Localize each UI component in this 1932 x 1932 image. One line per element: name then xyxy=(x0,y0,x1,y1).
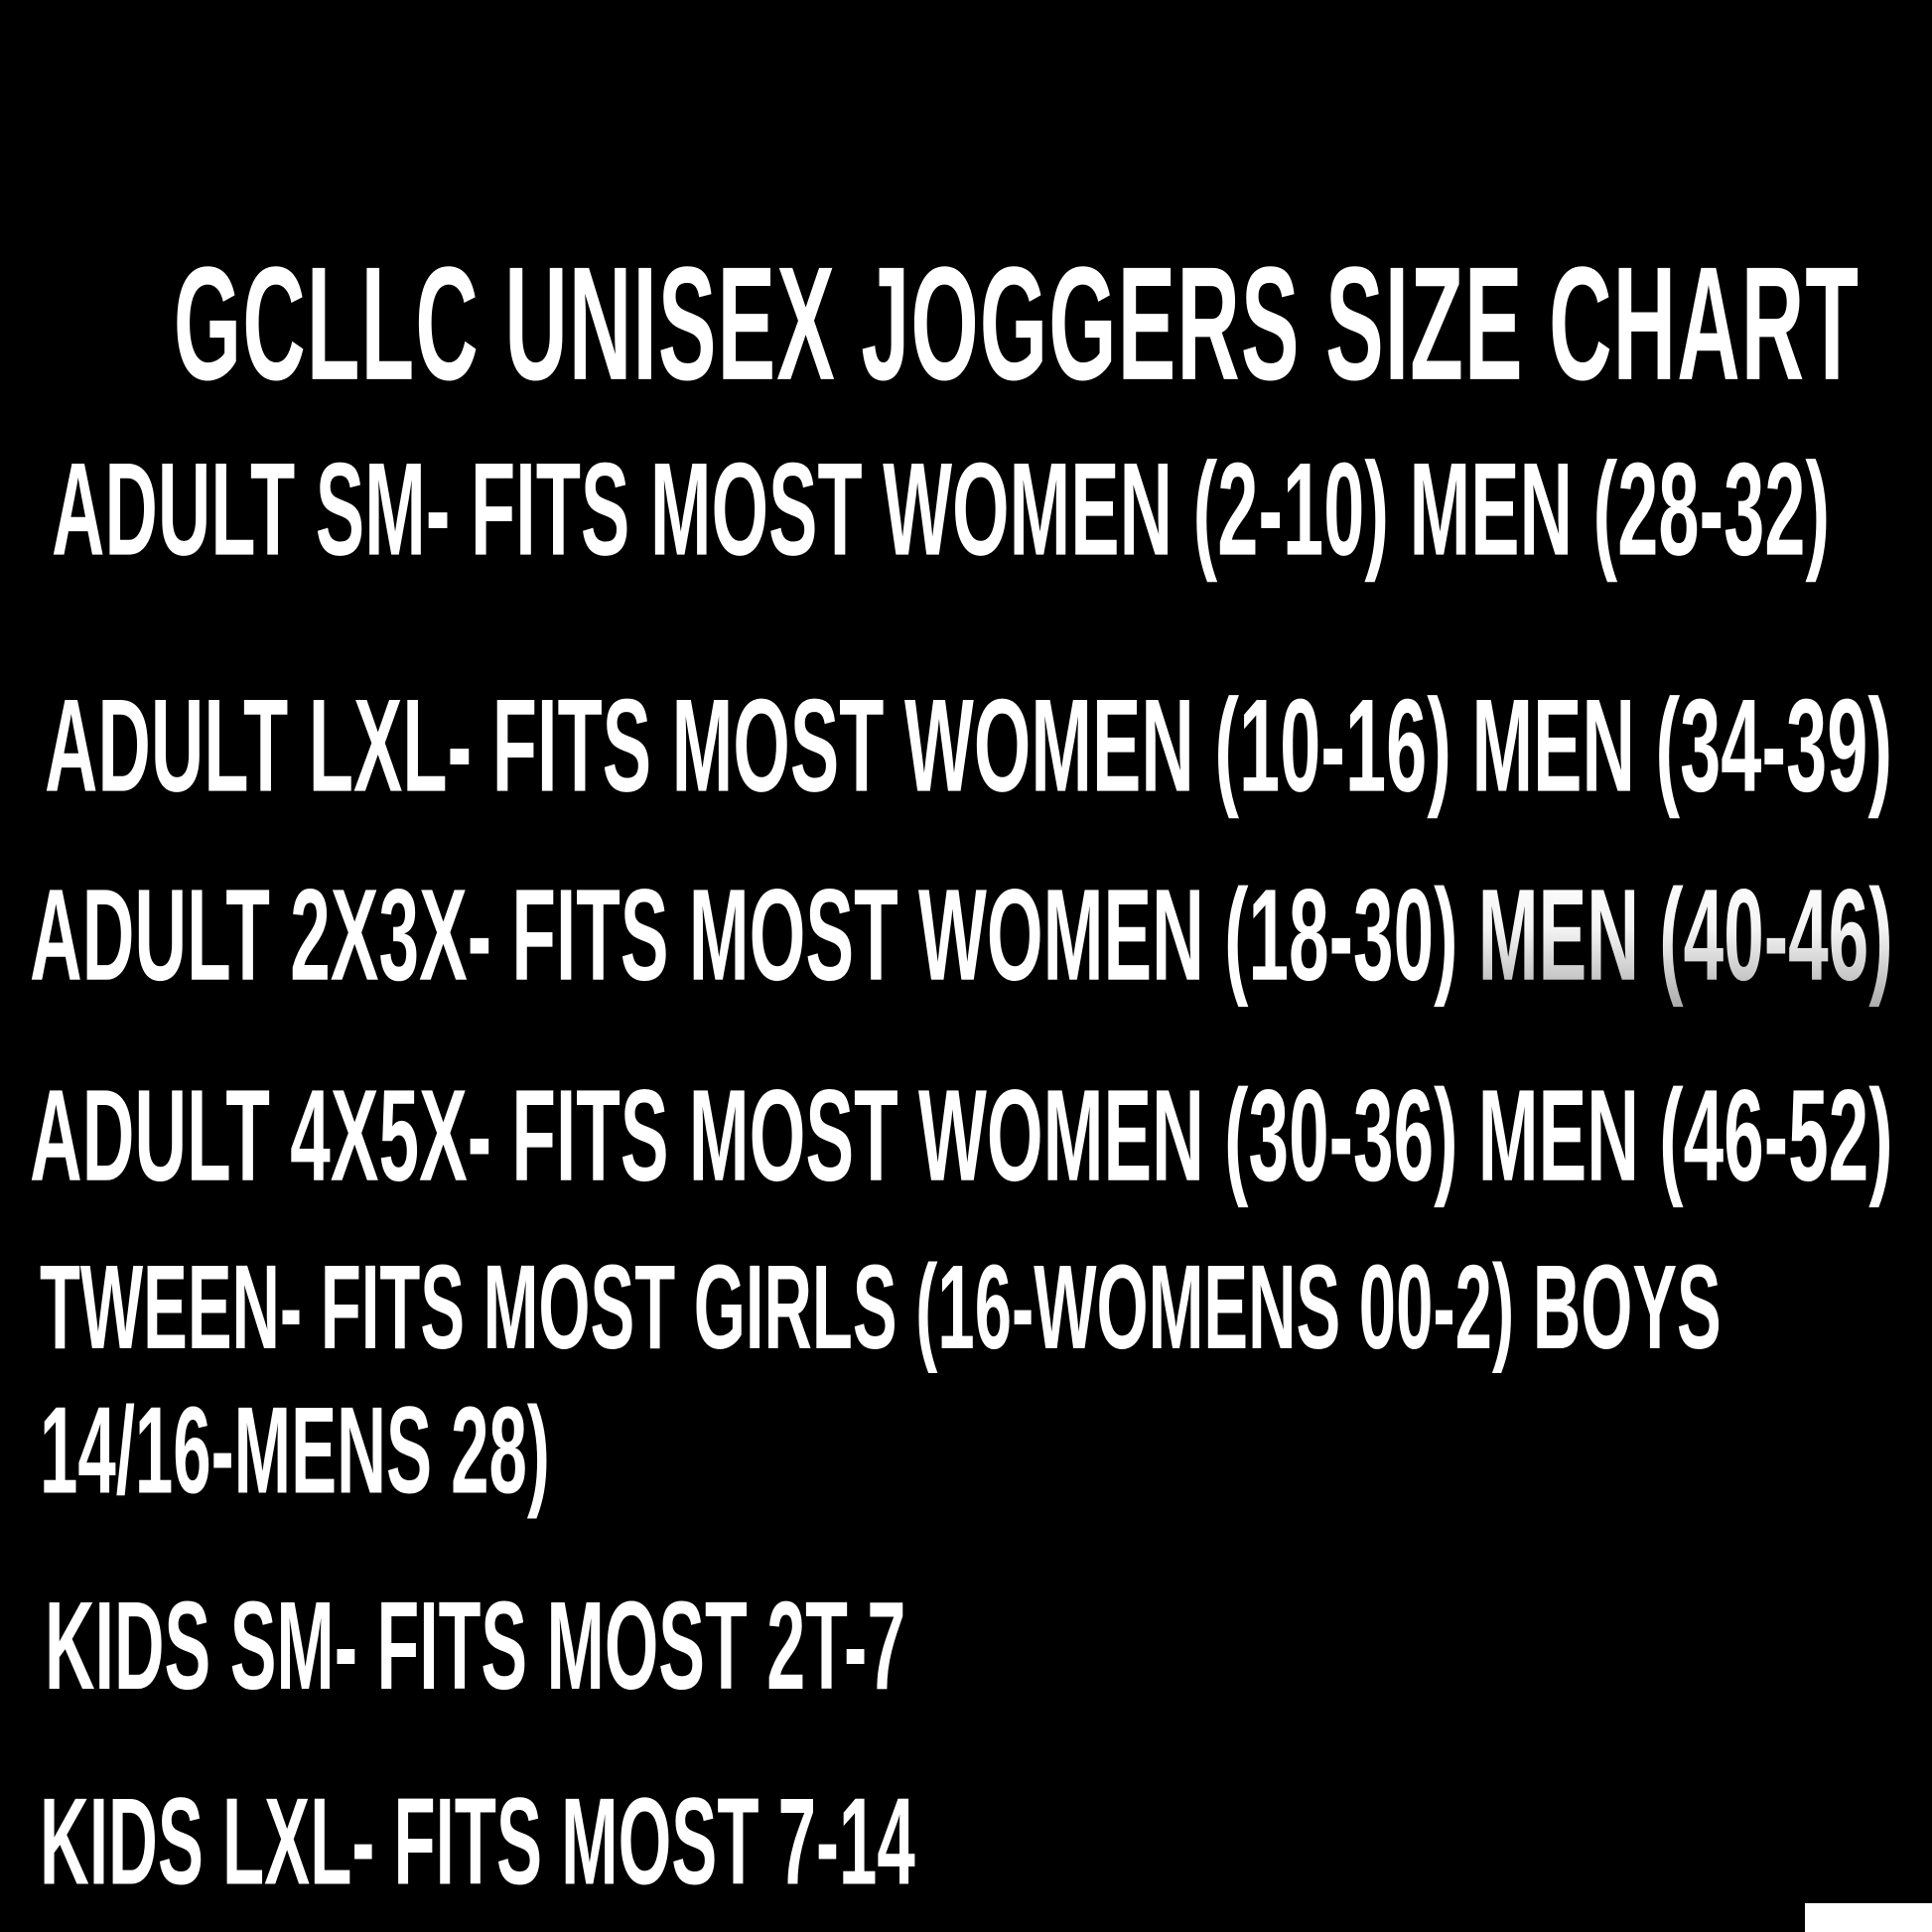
size-row-adult-sm: ADULT SM- FITS MOST WOMEN (2-10) MEN (28… xyxy=(52,435,1831,584)
size-row-adult-2x3x-main: ADULT 2X3X- FITS MOST WOMEN (18-30) xyxy=(30,863,1458,1009)
size-row-adult-2x3x: ADULT 2X3X- FITS MOST WOMEN (18-30) MEN … xyxy=(30,871,1893,1001)
page-title-text: GCLLC UNISEX JOGGERS SIZE CHART xyxy=(173,231,1861,415)
size-row-tween-line2: 14/16-MENS 28) xyxy=(40,1381,550,1520)
size-row-tween-line1: TWEEN- FITS MOST GIRLS (16-WOMENS 00-2) … xyxy=(40,1240,1722,1375)
size-row-adult-lxl: ADULT LXL- FITS MOST WOMEN (10-16) MEN (… xyxy=(45,671,1893,820)
size-row-kids-lxl: KIDS LXL- FITS MOST 7-14 xyxy=(40,1772,915,1911)
size-row-kids-sm: KIDS SM- FITS MOST 2T-7 xyxy=(45,1576,906,1717)
size-row-adult-2x3x-faded: MEN (40-46) xyxy=(1457,863,1893,1009)
page-title: GCLLC UNISEX JOGGERS SIZE CHART xyxy=(0,156,1932,418)
bottom-right-white-patch xyxy=(1805,1903,1932,1932)
size-row-adult-4x5x: ADULT 4X5X- FITS MOST WOMEN (30-36) MEN … xyxy=(30,1063,1893,1209)
